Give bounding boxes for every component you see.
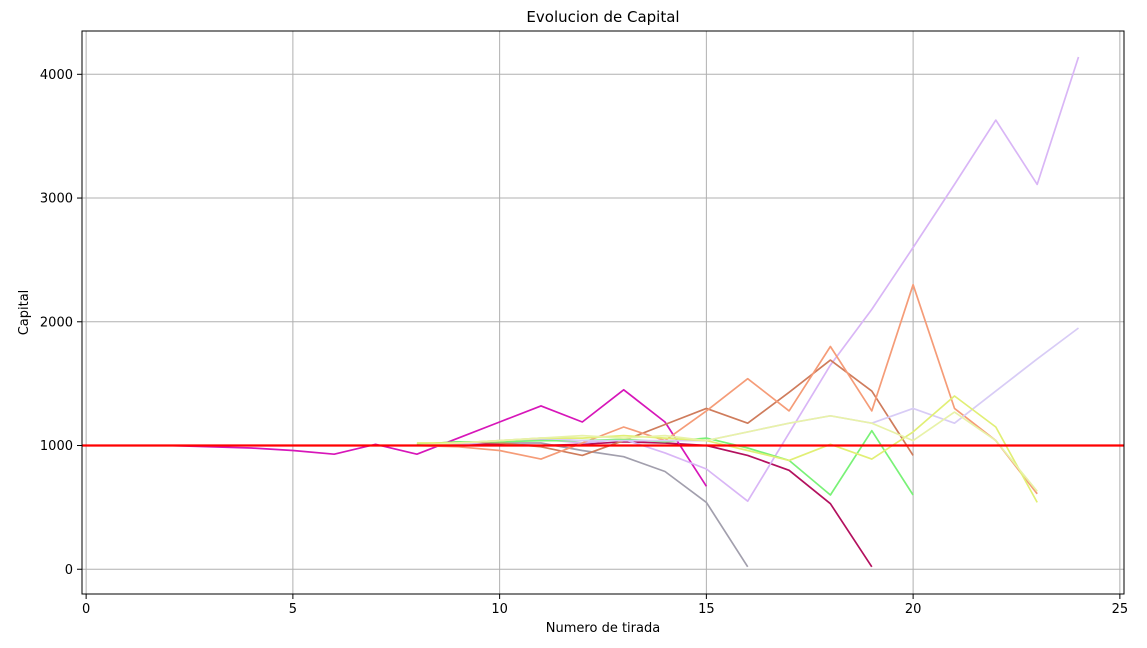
series-line xyxy=(416,411,1038,492)
x-tick-label: 5 xyxy=(289,602,297,617)
series-line xyxy=(416,440,873,568)
series-line xyxy=(416,359,914,457)
series-line xyxy=(416,442,749,568)
x-axis-label: Numero de tirada xyxy=(546,621,660,636)
x-tick-label: 20 xyxy=(905,602,922,617)
series-line xyxy=(127,388,708,487)
y-tick-label: 2000 xyxy=(40,315,73,330)
y-tick-label: 0 xyxy=(65,563,73,578)
y-tick-label: 3000 xyxy=(40,192,73,207)
x-tick-label: 25 xyxy=(1112,602,1129,617)
chart-title: Evolucion de Capital xyxy=(526,8,679,26)
series-line xyxy=(416,395,1038,503)
tick-layer: 0 5 10 15 20 25 0 1000 2000 3000 4000 xyxy=(40,68,1128,617)
x-tick-label: 10 xyxy=(491,602,508,617)
grid-lines xyxy=(82,31,1124,594)
y-axis-label: Capital xyxy=(17,290,32,336)
series-line xyxy=(416,429,914,496)
series-layer xyxy=(127,56,1080,568)
series-line xyxy=(416,56,1080,503)
series-line xyxy=(416,283,1038,495)
y-tick-label: 4000 xyxy=(40,68,73,83)
y-tick-label: 1000 xyxy=(40,439,73,454)
x-tick-label: 0 xyxy=(82,602,90,617)
plot-frame xyxy=(81,30,1125,595)
x-tick-label: 15 xyxy=(698,602,715,617)
